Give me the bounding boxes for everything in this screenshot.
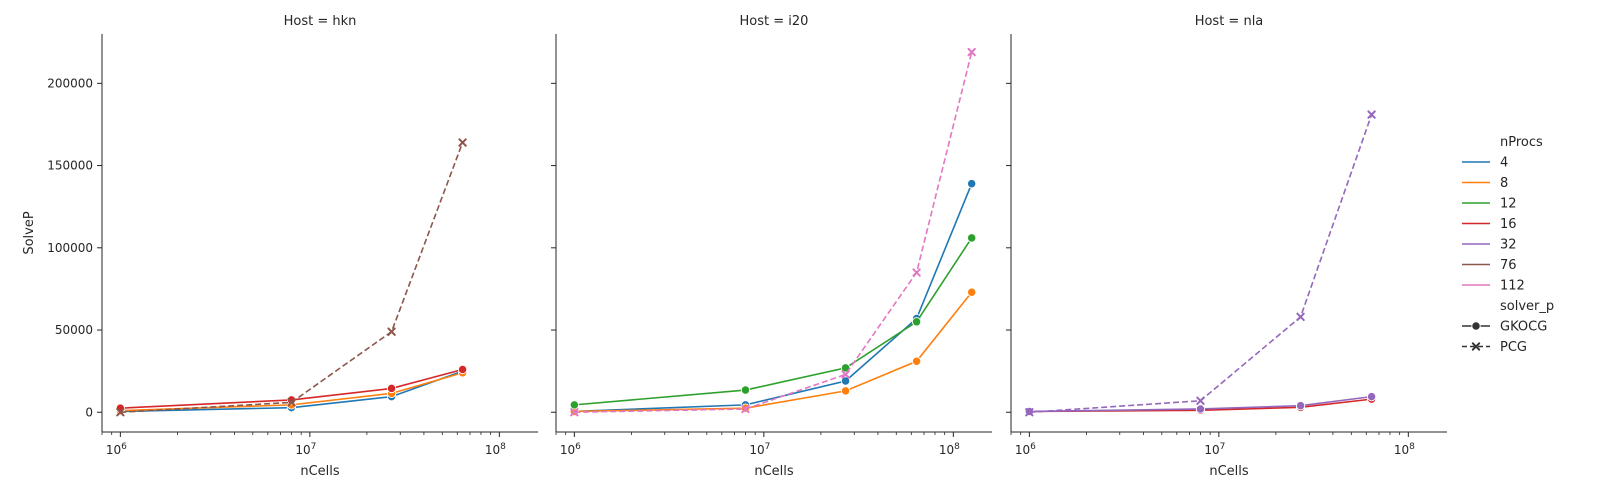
data-point-circle	[911, 317, 922, 327]
legend-entry-label: 4	[1500, 156, 1508, 171]
panel-hkn: Host = hkn nCells SolveP 106 107 108 0 50000…	[22, 14, 538, 479]
data-point-circle	[386, 383, 397, 394]
series-line	[574, 291, 973, 413]
legend-entry-label: 16	[1500, 217, 1517, 232]
series-line	[1029, 395, 1372, 413]
legend-entry-label: 8	[1500, 176, 1508, 191]
x-tick-exponent: 7	[765, 442, 771, 452]
x-axis-label: nCells	[300, 464, 340, 479]
y-tick-label: 200000	[47, 76, 93, 90]
panel-marks	[115, 138, 468, 417]
data-point-x	[741, 404, 750, 414]
data-point-x	[1367, 110, 1376, 119]
data-point-circle	[457, 364, 468, 375]
panel-nla: Host = nla nCells 106 107 108	[1006, 14, 1447, 479]
x-axis-label: nCells	[754, 464, 794, 479]
data-point-x	[570, 408, 579, 417]
y-tick-label: 50000	[55, 323, 93, 337]
x-tick-exponent: 8	[954, 442, 960, 452]
x-axis-label: nCells	[1209, 464, 1249, 479]
x-tick-exponent: 6	[1030, 442, 1036, 452]
y-tick-label: 150000	[47, 159, 93, 173]
data-point-circle	[967, 179, 977, 189]
data-point-x	[287, 398, 296, 407]
series-line	[120, 142, 464, 414]
x-tick-exponent: 8	[1409, 442, 1415, 452]
data-point-circle	[840, 386, 851, 396]
series-line	[120, 368, 463, 409]
data-point-circle	[1366, 391, 1377, 402]
panel-i20: Host = i20 nCells 106 107 108	[551, 14, 992, 479]
legend-entry-label: PCG	[1500, 340, 1527, 355]
y-axis-label: SolveP	[22, 211, 37, 255]
data-point-x	[841, 370, 850, 379]
legend-title-style: solver_p	[1500, 299, 1554, 314]
legend-entry-label: 32	[1500, 238, 1517, 253]
legend-hue-items: 4 8 12 16 32 76 112	[1462, 156, 1525, 294]
data-point-x	[458, 138, 467, 147]
y-tick-label: 0	[85, 405, 93, 419]
panel-marks	[569, 47, 977, 417]
data-point-circle	[967, 233, 977, 243]
x-tick-exponent: 7	[1220, 442, 1226, 452]
legend-entry-label: 12	[1500, 197, 1517, 212]
data-point-circle	[569, 400, 580, 410]
x-tick-label: 107	[295, 442, 316, 457]
x-tick-label: 106	[1015, 442, 1036, 457]
legend-entry-label: 76	[1500, 258, 1517, 273]
x-tick-exponent: 6	[121, 442, 127, 452]
data-point-x	[387, 327, 396, 336]
y-tick-label: 100000	[47, 241, 93, 255]
x-tick-label: 108	[939, 442, 960, 457]
data-point-x	[1196, 396, 1205, 405]
x-tick-label: 107	[749, 442, 770, 457]
data-point-x	[116, 408, 125, 417]
legend-entry-label: GKOCG	[1500, 320, 1547, 335]
data-point-circle	[911, 356, 922, 366]
x-tick-exponent: 7	[311, 442, 317, 452]
data-point-circle	[840, 376, 851, 386]
data-point-circle	[1295, 401, 1306, 411]
data-point-x	[912, 268, 921, 277]
legend-entry-label: 112	[1500, 279, 1525, 294]
panel-title: Host = i20	[740, 14, 809, 29]
data-point-x	[1471, 342, 1481, 351]
x-tick-exponent: 8	[500, 442, 506, 452]
legend-style-items: GKOCG PCG	[1462, 320, 1547, 355]
legend-title-hue: nProcs	[1500, 135, 1543, 150]
data-point-circle	[967, 287, 977, 297]
data-point-circle	[740, 385, 751, 395]
x-tick-label: 108	[485, 442, 506, 457]
series-line	[1029, 114, 1373, 414]
data-point-circle	[1471, 321, 1481, 331]
data-point-x	[1296, 312, 1305, 322]
series-line	[574, 51, 973, 414]
legend: nProcs 4 8 12 16 32 76 112 solver_p GKOCG PCG	[1462, 135, 1554, 355]
x-tick-label: 107	[1204, 442, 1225, 457]
x-tick-label: 106	[560, 442, 581, 457]
data-point-circle	[1195, 404, 1206, 414]
data-point-x	[967, 47, 976, 57]
x-tick-label: 108	[1394, 442, 1415, 457]
x-tick-label: 106	[106, 442, 127, 457]
series-line	[574, 183, 973, 413]
data-point-x	[1025, 408, 1034, 417]
panel-title: Host = hkn	[284, 14, 357, 29]
panel-title: Host = nla	[1195, 14, 1264, 29]
panel-marks	[1024, 110, 1377, 417]
x-tick-exponent: 6	[575, 442, 581, 452]
